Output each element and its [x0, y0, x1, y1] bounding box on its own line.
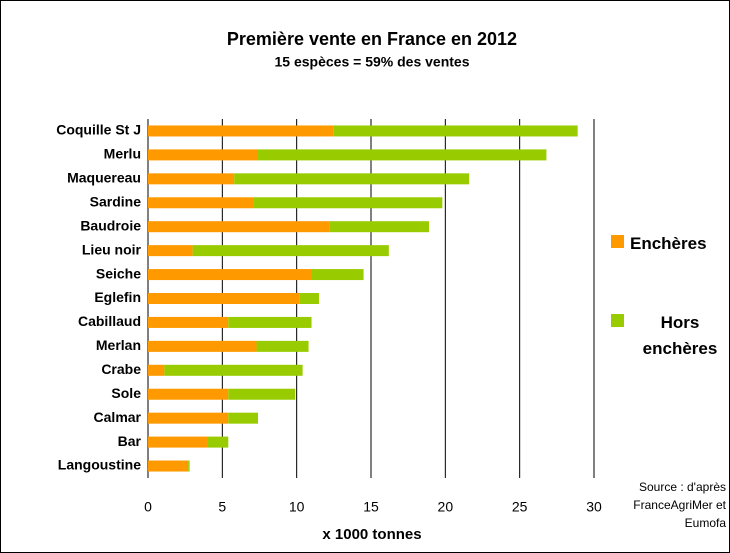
- bar: [148, 245, 193, 257]
- y-tick-label: Maquereau: [67, 170, 141, 186]
- x-tick-label: 30: [586, 499, 602, 515]
- x-tick-label: 0: [144, 499, 152, 515]
- y-tick-label: Merlu: [104, 146, 141, 162]
- bar: [148, 364, 165, 376]
- bar: [148, 388, 229, 400]
- source-note: Source : d'après FranceAgriMer et Eumofa: [633, 480, 726, 530]
- x-tick-label: 10: [289, 499, 305, 515]
- x-axis-label: x 1000 tonnes: [322, 526, 421, 543]
- y-tick-label: Seiche: [96, 265, 141, 281]
- bar: [311, 269, 364, 281]
- y-tick-label: Eglefin: [94, 289, 141, 305]
- x-tick-label: 5: [218, 499, 226, 515]
- legend-swatch: [611, 235, 624, 248]
- bar: [148, 269, 312, 281]
- y-tick-label: Baudroie: [80, 217, 141, 233]
- x-tick-label: 25: [512, 499, 528, 515]
- y-tick-label: Crabe: [101, 361, 141, 377]
- x-tick-label: 20: [438, 499, 454, 515]
- bar: [148, 340, 257, 352]
- chart-title: Première vente en France en 2012: [227, 29, 517, 49]
- bar: [228, 316, 312, 328]
- bar: [258, 149, 547, 161]
- bar: [148, 316, 229, 328]
- legend-swatch: [611, 314, 624, 327]
- bar: [148, 460, 189, 472]
- y-tick-label: Lieu noir: [82, 241, 142, 257]
- y-tick-label: Merlan: [96, 337, 141, 353]
- bar: [148, 436, 208, 448]
- bar: [148, 125, 334, 137]
- y-tick-label: Sardine: [90, 193, 142, 209]
- bar: [228, 412, 259, 424]
- bar: [329, 221, 429, 233]
- bar: [148, 221, 330, 233]
- bar: [192, 245, 389, 257]
- bar: [207, 436, 229, 448]
- y-tick-label: Calmar: [94, 409, 142, 425]
- bar: [333, 125, 578, 137]
- y-tick-label: Langoustine: [58, 457, 141, 473]
- bar: [188, 460, 190, 472]
- y-tick-label: Coquille St J: [56, 122, 141, 138]
- bar: [253, 197, 443, 209]
- bar: [148, 293, 300, 304]
- bar: [148, 412, 229, 424]
- bar: [148, 173, 235, 185]
- chart-subtitle: 15 espèces = 59% des ventes: [275, 54, 470, 70]
- y-tick-label: Cabillaud: [78, 313, 141, 329]
- bar: [256, 340, 309, 352]
- bar: [228, 388, 296, 400]
- bar: [164, 364, 303, 376]
- y-tick-label: Sole: [111, 385, 141, 401]
- legend-label: Hors enchères: [642, 313, 718, 358]
- bar: [299, 293, 319, 304]
- y-tick-label: Bar: [118, 433, 142, 449]
- x-tick-label: 15: [363, 499, 379, 515]
- legend-label: Enchères: [630, 234, 707, 253]
- bar: [148, 197, 254, 209]
- bar: [234, 173, 470, 185]
- bar: [148, 149, 259, 161]
